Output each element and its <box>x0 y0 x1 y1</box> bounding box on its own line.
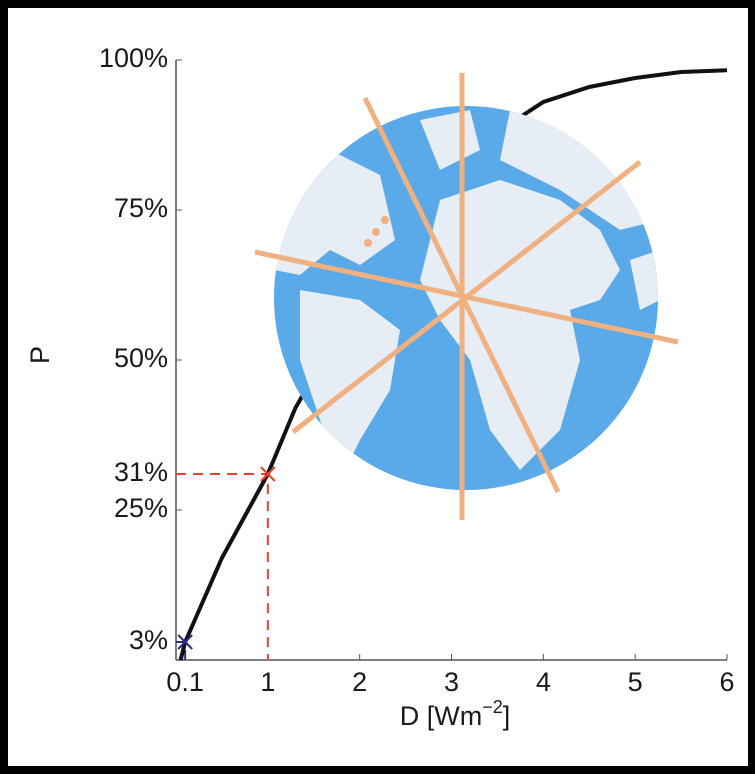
y-tick-label: 50% <box>114 343 168 373</box>
highlight-marker <box>260 466 276 482</box>
x-tick-label: 1 <box>260 667 275 697</box>
x-tick-label: 0.1 <box>166 667 204 697</box>
x-tick-label: 4 <box>536 667 551 697</box>
y-tick-label: 100% <box>99 43 168 73</box>
x-tick-label: 2 <box>352 667 367 697</box>
y-tick-label: 3% <box>129 625 168 655</box>
x-axis-label-text: D [Wm <box>400 701 482 731</box>
plot-area: 3% 25% 31% 50% 75% 100% 0.1 1 2 3 4 5 6 <box>99 43 735 697</box>
y-tick-label: 31% <box>114 457 168 487</box>
y-tick-label: 25% <box>114 493 168 523</box>
x-tick-label: 6 <box>719 667 734 697</box>
globe-rays <box>254 73 679 520</box>
x-axis-label-end: ] <box>503 701 511 731</box>
globe-dots <box>364 216 389 247</box>
x-axis-label-sup: −2 <box>482 697 503 717</box>
x-tick-label: 3 <box>444 667 459 697</box>
x-tick-label: 5 <box>628 667 643 697</box>
y-tick-label: 75% <box>114 193 168 223</box>
x-axis-label: D [Wm−2] <box>400 697 511 731</box>
highlight-marker <box>177 634 193 650</box>
y-axis-label: P <box>25 346 55 364</box>
